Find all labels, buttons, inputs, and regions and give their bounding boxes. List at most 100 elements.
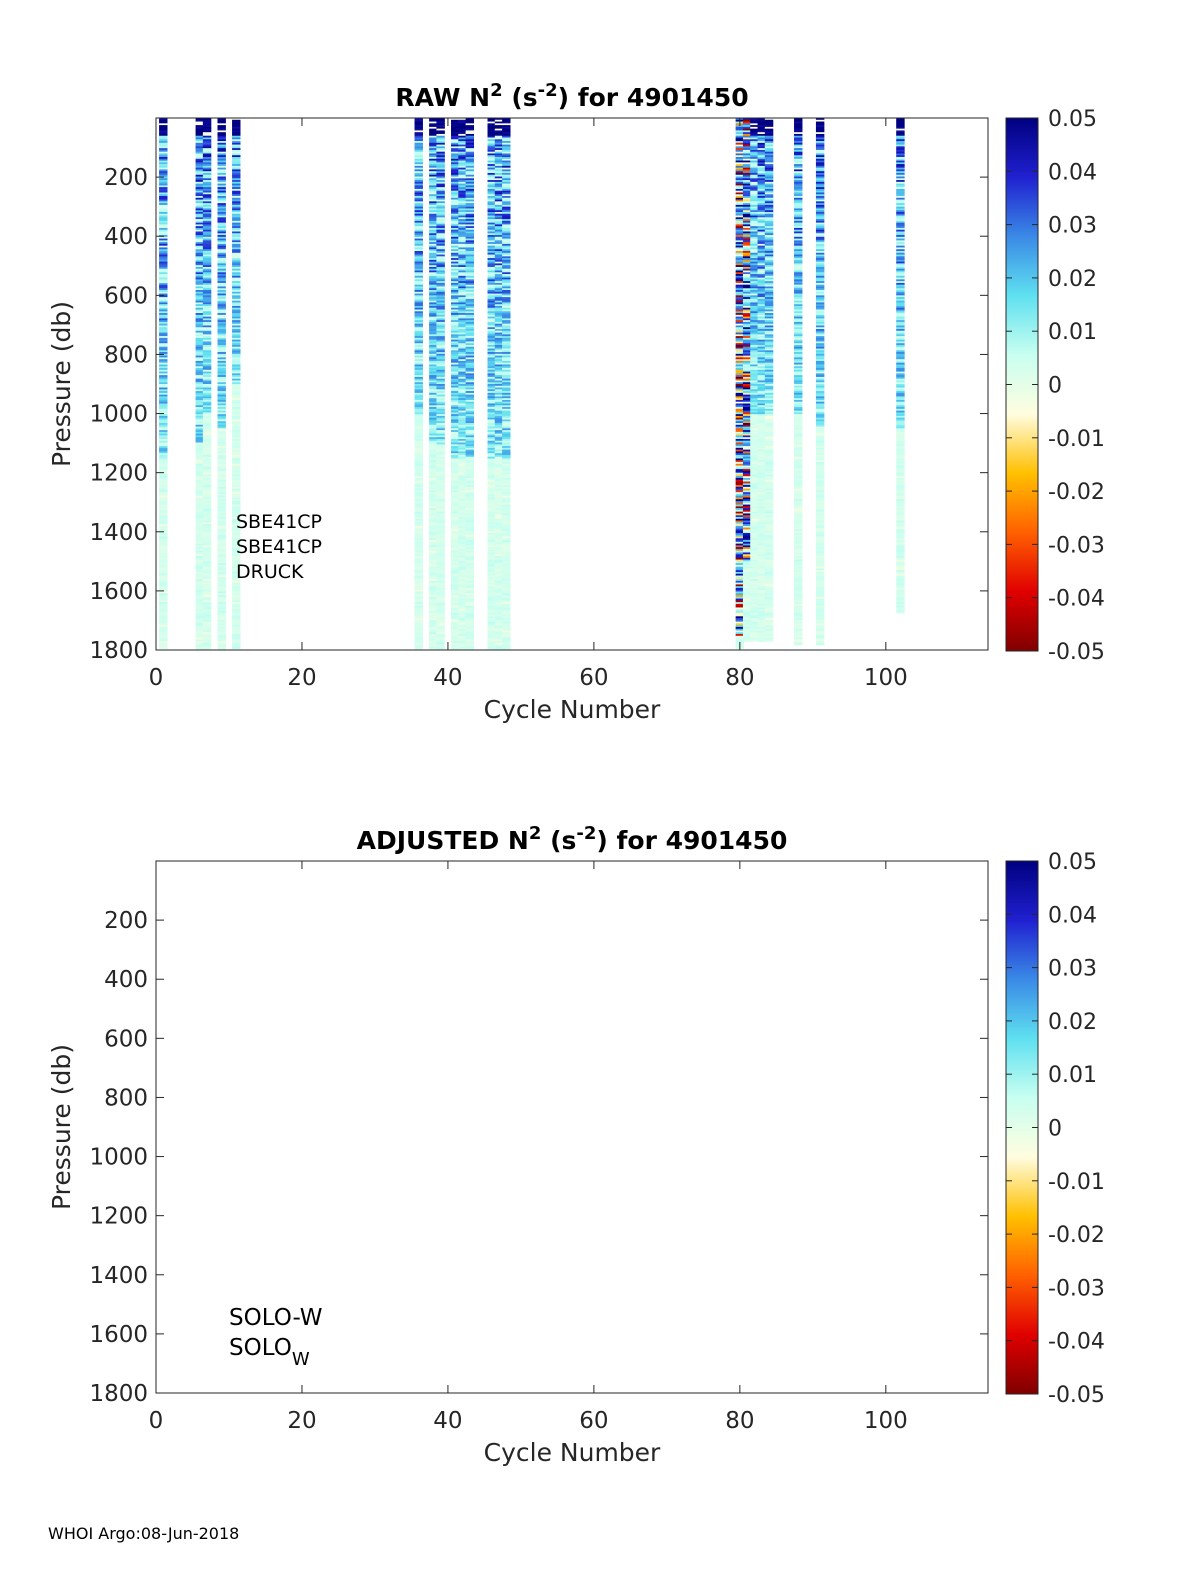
heatmap-cell <box>458 625 467 628</box>
heatmap-cell <box>502 368 511 371</box>
heatmap-cell <box>750 290 759 293</box>
heatmap-cell <box>232 176 241 179</box>
heatmap-cell <box>436 527 445 531</box>
heatmap-cell <box>217 265 226 268</box>
heatmap-cell <box>436 206 445 210</box>
heatmap-cell <box>202 421 212 424</box>
heatmap-cell <box>451 311 460 314</box>
heatmap-cell <box>451 440 460 444</box>
heatmap-cell <box>436 506 445 509</box>
heatmap-cell <box>414 151 423 155</box>
heatmap-cell <box>436 320 445 323</box>
heatmap-cell <box>494 149 504 153</box>
heatmap-cell <box>451 286 460 289</box>
heatmap-cell <box>232 453 241 456</box>
heatmap-cell <box>217 378 226 382</box>
heatmap-cell <box>487 329 496 332</box>
heatmap-cell <box>750 265 759 268</box>
heatmap-cell <box>414 538 423 541</box>
heatmap-cell <box>436 311 445 314</box>
heatmap-cell <box>742 447 752 451</box>
heatmap-cell <box>451 536 460 539</box>
heatmap-cell <box>414 509 423 513</box>
heatmap-cell <box>465 417 475 421</box>
heatmap-cell <box>502 410 511 413</box>
heatmap-cell <box>414 467 423 470</box>
heatmap-cell <box>742 431 752 435</box>
heatmap-cell <box>750 155 759 158</box>
heatmap-cell <box>494 128 504 132</box>
heatmap-cell <box>232 291 241 295</box>
heatmap-cell <box>232 589 241 593</box>
heatmap-cell <box>502 391 511 394</box>
heatmap-cell <box>458 219 467 222</box>
heatmap-cell <box>232 321 241 325</box>
heatmap-cell <box>202 442 212 445</box>
heatmap-cell <box>451 593 460 596</box>
heatmap-cell <box>451 162 460 165</box>
heatmap-cell <box>735 493 745 497</box>
heatmap-cell <box>494 256 504 259</box>
heatmap-cell <box>202 577 212 580</box>
heatmap-cell <box>451 394 460 398</box>
heatmap-cell <box>159 596 168 600</box>
heatmap-cell <box>735 532 745 536</box>
heatmap-cell <box>195 458 204 461</box>
heatmap-cell <box>451 517 460 520</box>
heatmap-cell <box>429 135 438 139</box>
heatmap-cell <box>429 192 438 195</box>
heatmap-cell <box>735 518 745 522</box>
heatmap-cell <box>195 584 204 587</box>
heatmap-cell <box>502 575 511 578</box>
heatmap-cell <box>735 343 745 346</box>
heatmap-cell <box>494 447 504 451</box>
heatmap-cell <box>742 483 752 486</box>
heatmap-cell <box>414 451 423 454</box>
heatmap-cell <box>195 517 204 520</box>
heatmap-cell <box>494 600 504 603</box>
heatmap-cell <box>742 515 752 518</box>
heatmap-cell <box>494 132 504 135</box>
heatmap-cell <box>735 571 745 575</box>
heatmap-cell <box>458 387 467 390</box>
heatmap-cell <box>414 155 423 158</box>
heatmap-cell <box>487 164 496 167</box>
heatmap-cell <box>159 476 168 479</box>
heatmap-cell <box>217 213 226 217</box>
heatmap-cell <box>159 172 168 176</box>
heatmap-cell <box>436 213 445 217</box>
heatmap-cell <box>217 167 226 171</box>
heatmap-cell <box>750 141 759 144</box>
heatmap-cell <box>494 355 504 358</box>
heatmap-cell <box>159 561 168 564</box>
heatmap-cell <box>429 352 438 355</box>
heatmap-cell <box>494 352 504 355</box>
heatmap-cell <box>232 368 241 371</box>
heatmap-cell <box>458 642 467 646</box>
heatmap-cell <box>465 153 475 156</box>
heatmap-cell <box>458 460 467 463</box>
heatmap-cell <box>202 339 212 343</box>
heatmap-cell <box>217 462 226 465</box>
heatmap-cell <box>750 314 759 318</box>
heatmap-cell <box>159 208 168 211</box>
heatmap-cell <box>487 577 496 580</box>
heatmap-cell <box>451 149 460 153</box>
heatmap-cell <box>429 476 438 479</box>
heatmap-cell <box>414 520 423 523</box>
heatmap-cell <box>436 316 445 319</box>
heatmap-cell <box>735 415 745 419</box>
heatmap-cell <box>494 467 504 470</box>
heatmap-cell <box>465 252 475 256</box>
heatmap-cell <box>487 465 496 468</box>
heatmap-cell <box>494 266 504 270</box>
heatmap-cell <box>494 286 504 289</box>
heatmap-cell <box>217 137 226 140</box>
heatmap-cell <box>232 162 241 165</box>
heatmap-cell <box>414 275 423 279</box>
heatmap-cell <box>195 399 204 403</box>
heatmap-cell <box>195 360 204 364</box>
heatmap-cell <box>750 258 759 261</box>
heatmap-cell <box>202 566 212 570</box>
heatmap-cell <box>414 392 423 396</box>
